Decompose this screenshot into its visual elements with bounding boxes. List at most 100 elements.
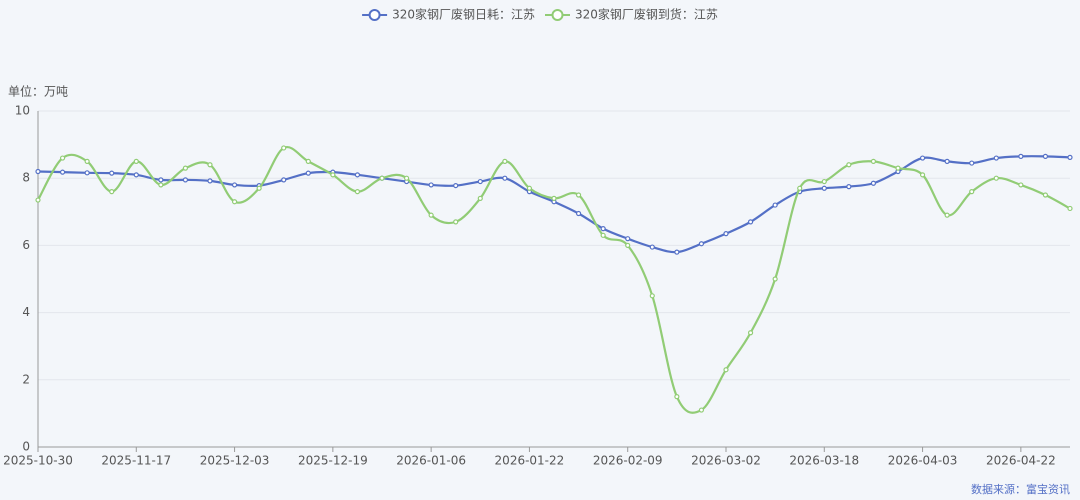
x-tick-label: 2026-02-09	[593, 454, 663, 468]
y-tick-label: 10	[15, 104, 30, 118]
series-point	[182, 165, 189, 171]
series-point	[747, 219, 754, 225]
series-point	[182, 177, 189, 183]
series-point	[698, 407, 705, 413]
series-point	[575, 192, 582, 198]
x-tick-label: 2025-10-30	[3, 454, 73, 468]
series-point	[109, 170, 115, 176]
series-point	[379, 175, 385, 181]
series-point	[723, 231, 729, 237]
series-point	[846, 162, 852, 168]
series-point	[281, 177, 287, 183]
legend-marker	[368, 9, 381, 21]
series-point	[944, 158, 950, 164]
series-point	[969, 189, 975, 195]
series-point	[59, 155, 66, 161]
y-tick-label: 6	[22, 238, 30, 252]
series-point	[797, 185, 803, 191]
series-point	[870, 158, 877, 164]
series-point	[354, 172, 361, 178]
y-tick-label: 2	[22, 372, 30, 386]
x-tick-label: 2026-04-22	[986, 454, 1056, 468]
series-point	[993, 175, 999, 181]
series-point	[1018, 153, 1024, 159]
series-point	[231, 199, 238, 205]
series-point	[35, 197, 41, 203]
series-point	[428, 212, 434, 218]
series-point	[649, 244, 655, 250]
legend-marker	[551, 9, 564, 21]
series-point	[477, 178, 483, 185]
series-point	[59, 169, 66, 175]
series-point	[207, 162, 213, 168]
series-point	[305, 158, 311, 164]
series-point	[133, 158, 139, 164]
series-point	[1067, 205, 1073, 212]
series-point	[354, 189, 361, 195]
series-point	[919, 155, 926, 161]
x-tick-label: 2026-03-18	[789, 454, 859, 468]
series-point	[870, 180, 877, 186]
y-tick-label: 0	[22, 440, 30, 454]
x-tick-label: 2025-12-19	[298, 454, 368, 468]
y-tick-label: 8	[22, 171, 30, 185]
legend: 320家钢厂废钢日耗：江苏 320家钢厂废钢到货：江苏	[362, 7, 718, 22]
series-point	[305, 170, 311, 176]
legend-item: 320家钢厂废钢到货：江苏	[545, 7, 718, 22]
series-point	[600, 232, 606, 238]
series-point	[625, 236, 631, 242]
series-point	[821, 185, 827, 191]
series-point	[821, 178, 827, 185]
series-point	[109, 189, 115, 195]
series-point	[600, 226, 606, 232]
series-point	[403, 175, 410, 181]
x-tick-label: 2025-12-03	[200, 454, 270, 468]
x-tick-label: 2025-11-17	[101, 454, 171, 468]
series-point	[674, 249, 680, 255]
x-tick-label: 2026-03-02	[691, 454, 761, 468]
series-point	[330, 172, 336, 178]
series-point	[207, 178, 213, 184]
series-point	[551, 195, 557, 201]
series-point	[281, 145, 287, 151]
series-point	[477, 195, 483, 201]
series-point	[649, 293, 655, 299]
x-tick-label: 2026-01-22	[495, 454, 565, 468]
y-axis-label: 单位：万吨	[8, 84, 68, 99]
series-point	[944, 212, 950, 218]
legend-label: 320家钢厂废钢日耗：江苏	[392, 7, 535, 22]
series-point	[1042, 153, 1049, 159]
series-point	[256, 185, 262, 191]
series-point	[428, 182, 434, 188]
series-point	[674, 394, 680, 400]
series-point	[723, 367, 729, 373]
series-point	[772, 276, 778, 282]
x-tick-label: 2026-01-06	[396, 454, 466, 468]
series-point	[747, 330, 754, 336]
series-point	[526, 185, 533, 191]
series-point	[846, 184, 852, 190]
series-point	[575, 210, 582, 217]
series-point	[453, 219, 459, 225]
series-point	[625, 242, 631, 248]
series-point	[158, 182, 164, 188]
series-point	[502, 175, 508, 181]
series-point	[502, 158, 508, 164]
x-tick-label: 2026-04-03	[888, 454, 958, 468]
series-point	[35, 168, 41, 175]
series-point	[993, 155, 999, 161]
series-line	[37, 145, 1071, 414]
series-point	[895, 165, 901, 171]
series-point	[231, 182, 238, 188]
series-point	[84, 170, 90, 176]
series-point	[1042, 192, 1049, 198]
series-point	[1018, 182, 1024, 188]
series-point	[969, 160, 975, 166]
legend-label: 320家钢厂废钢到货：江苏	[575, 7, 718, 22]
y-tick-label: 4	[22, 305, 30, 319]
series-point	[453, 182, 459, 189]
source-note: 数据来源：富宝资讯	[971, 482, 1070, 496]
legend-item: 320家钢厂废钢日耗：江苏	[362, 7, 535, 22]
